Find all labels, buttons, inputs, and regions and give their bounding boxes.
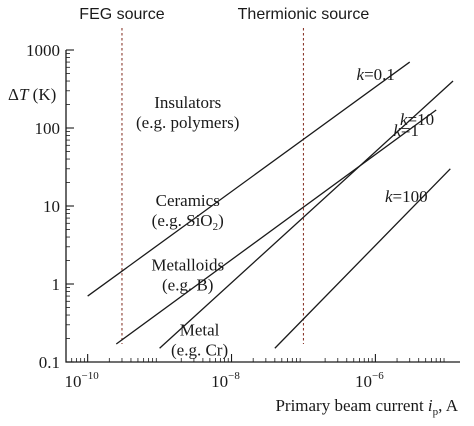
x-tick-label: 10−8	[211, 370, 240, 391]
series-label: k=1	[393, 121, 419, 140]
reference-lines: FEG source Thermionic source	[79, 6, 369, 344]
y-axis-label: ΔT (K)	[8, 85, 56, 104]
annotation-example: (e.g. B)	[162, 275, 213, 294]
annotation-example: (e.g. polymers)	[136, 113, 239, 132]
annotation-title: Insulators	[154, 93, 221, 112]
tick-labels: 0.1 1 10 100 1000 10−10 10−8 10−6 ΔT (K) Primary …	[8, 41, 459, 418]
series-line-k=1	[115, 109, 437, 345]
y-tick-label: 1000	[26, 41, 60, 60]
reference-line-label: Thermionic source	[238, 6, 370, 23]
annotation-title: Ceramics	[156, 191, 220, 210]
series-lines	[87, 61, 454, 349]
y-tick-label: 0.1	[39, 353, 60, 372]
series-label: k=10	[400, 110, 434, 129]
x-axis-label: Primary beam current ip, A	[275, 396, 458, 418]
annotations: k=0.1 k=1k=10 k=100 Insulators(e.g. polymer…	[136, 65, 434, 359]
series-line-k=0.1	[87, 61, 411, 297]
y-tick-label: 1	[52, 275, 61, 294]
y-tick-label: 10	[43, 197, 60, 216]
x-tick-label: 10−6	[355, 370, 384, 391]
x-tick-label: 10−10	[65, 370, 100, 391]
annotation-title: Metal	[180, 320, 220, 339]
series-line-k=100	[274, 168, 451, 349]
annotation-example: (e.g. SiO2)	[152, 211, 224, 233]
series-label: k=0.1	[357, 65, 395, 84]
series-line-k=10	[159, 80, 454, 349]
reference-line-label: FEG source	[79, 6, 164, 23]
annotation-example: (e.g. Cr)	[171, 340, 228, 359]
axes	[65, 49, 460, 363]
y-tick-label: 100	[35, 119, 61, 138]
annotation-title: Metalloids	[151, 255, 224, 274]
series-label: k=100	[385, 187, 428, 206]
axis-frame	[65, 50, 460, 363]
